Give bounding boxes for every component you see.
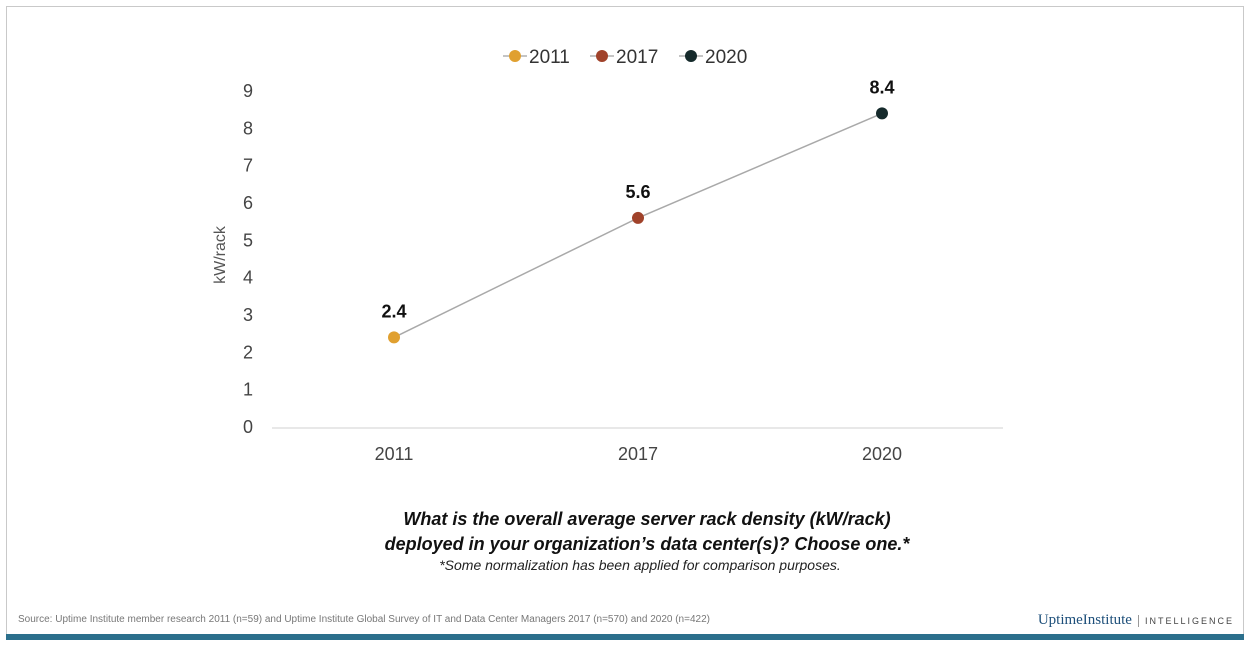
legend-marker bbox=[596, 50, 608, 62]
legend-marker bbox=[685, 50, 697, 62]
data-point-2020 bbox=[876, 107, 888, 120]
y-tick-label: 2 bbox=[243, 342, 253, 362]
y-tick-label: 3 bbox=[243, 305, 253, 325]
legend: 2011 2017 2020 bbox=[503, 47, 747, 68]
y-tick-label: 9 bbox=[243, 81, 253, 101]
source-citation: Source: Uptime Institute member research… bbox=[18, 614, 710, 625]
footnote: *Some normalization has been applied for… bbox=[439, 557, 841, 573]
chart-frame bbox=[6, 6, 1244, 636]
legend-label: 2017 bbox=[616, 47, 658, 68]
y-tick-label: 6 bbox=[243, 193, 253, 213]
data-point-2017 bbox=[632, 211, 644, 224]
y-tick-label: 0 bbox=[243, 417, 253, 437]
data-point-2011 bbox=[388, 331, 400, 344]
x-tick-label: 2011 bbox=[375, 444, 414, 464]
legend-label: 2011 bbox=[529, 47, 570, 68]
legend-item-2011: 2011 bbox=[503, 47, 570, 68]
data-label: 8.4 bbox=[869, 77, 894, 97]
x-tick-label: 2017 bbox=[618, 444, 658, 464]
bottom-accent-bar bbox=[6, 634, 1244, 640]
series: 2.4 5.6 8.4 bbox=[381, 77, 895, 344]
brand-suffix: INTELLIGENCE bbox=[1144, 615, 1234, 626]
line-chart: 2011 2017 2020 0 1 2 3 4 5 6 7 8 9 kW/rack 2011 2017… bbox=[212, 47, 1003, 464]
brand-logo: UptimeInstitute INTELLIGENCE bbox=[1038, 612, 1234, 629]
y-tick-label: 8 bbox=[243, 118, 253, 138]
y-tick-label: 5 bbox=[243, 230, 253, 250]
data-label: 5.6 bbox=[625, 182, 650, 202]
y-tick-label: 4 bbox=[243, 268, 253, 288]
x-axis-ticks: 2011 2017 2020 bbox=[375, 444, 902, 464]
brand-divider bbox=[1137, 614, 1139, 627]
brand-name: UptimeInstitute bbox=[1037, 612, 1132, 628]
y-tick-label: 7 bbox=[243, 156, 253, 176]
legend-label: 2020 bbox=[705, 47, 747, 68]
legend-marker bbox=[509, 50, 521, 62]
data-label: 2.4 bbox=[381, 301, 406, 321]
survey-question: What is the overall average server rack … bbox=[0, 507, 1252, 557]
question-line-2: deployed in your organization’s data cen… bbox=[384, 534, 910, 554]
x-tick-label: 2020 bbox=[862, 444, 902, 464]
series-line bbox=[393, 112, 883, 339]
question-line-1: What is the overall average server rack … bbox=[403, 509, 891, 529]
legend-item-2020: 2020 bbox=[679, 47, 747, 68]
legend-item-2017: 2017 bbox=[590, 47, 658, 68]
y-axis-title: kW/rack bbox=[212, 225, 229, 284]
y-axis-ticks: 0 1 2 3 4 5 6 7 8 9 bbox=[243, 81, 253, 437]
y-tick-label: 1 bbox=[243, 380, 253, 400]
